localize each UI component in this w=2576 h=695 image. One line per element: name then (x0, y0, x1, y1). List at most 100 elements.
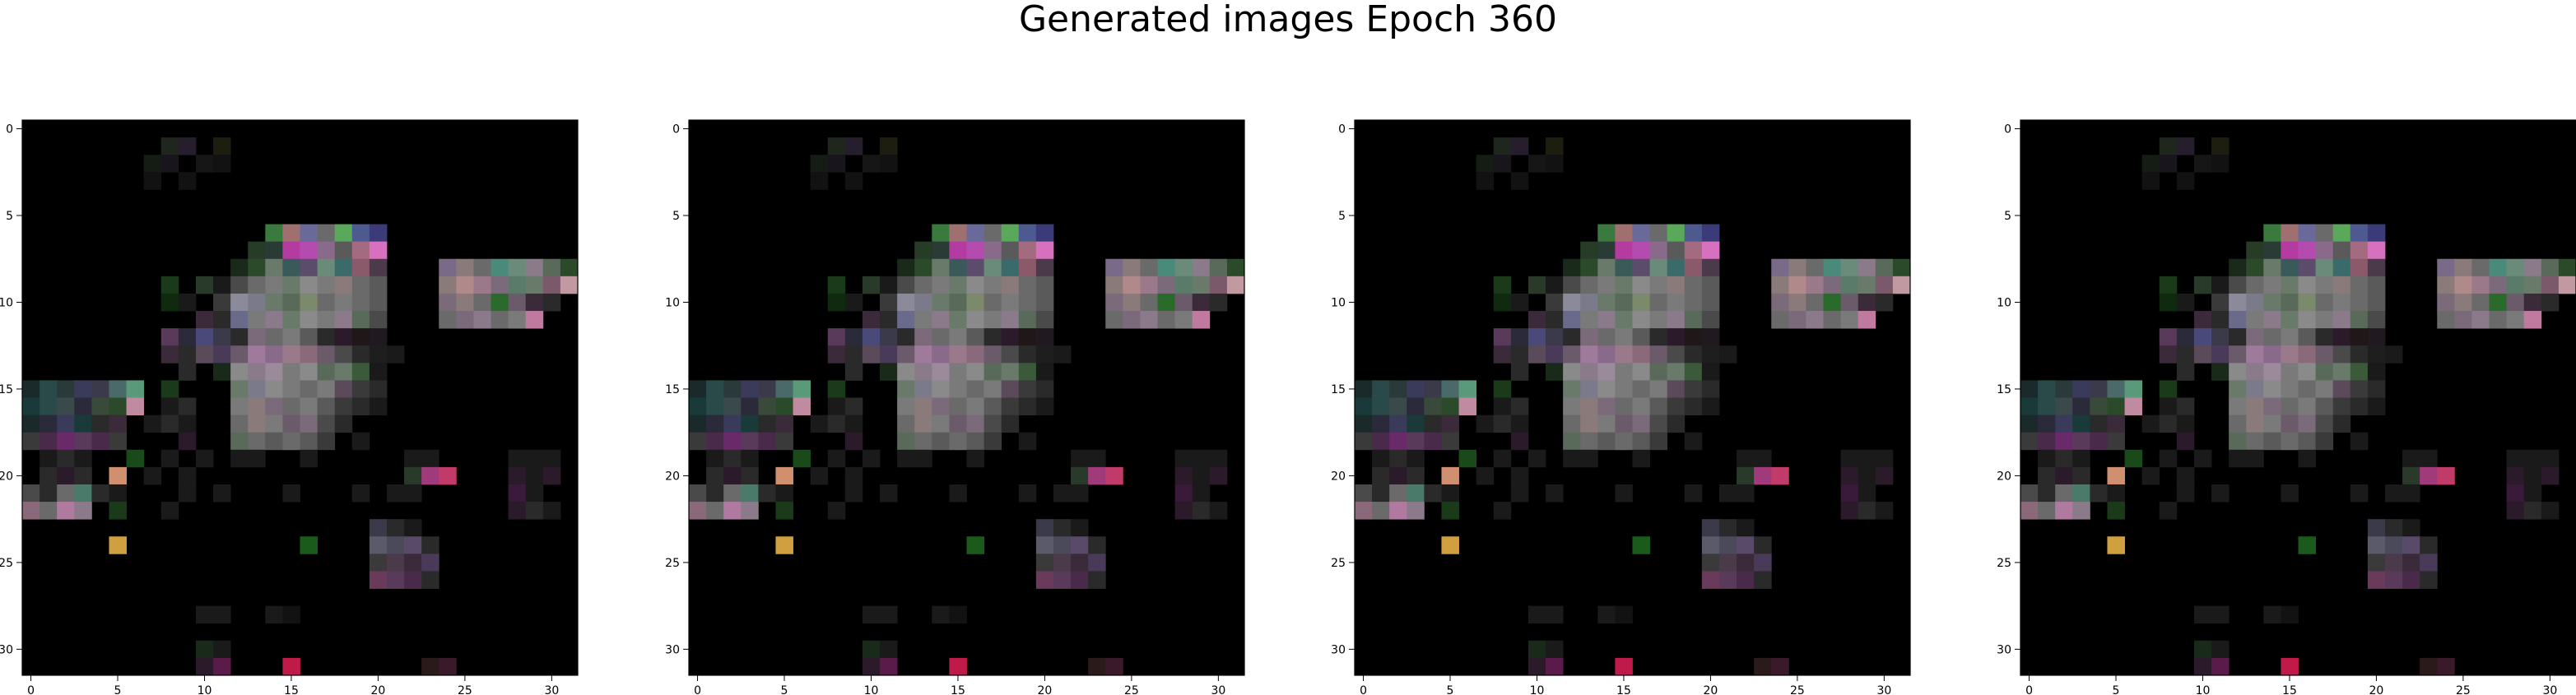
x-tick-label: 0 (1360, 684, 1367, 695)
x-tick-label: 30 (1211, 684, 1225, 695)
image-pixel (844, 415, 863, 433)
image-pixel (1771, 657, 1789, 676)
image-pixel (369, 276, 388, 294)
image-pixel (689, 502, 707, 520)
image-pixel (300, 415, 318, 433)
image-pixel (2211, 605, 2230, 624)
image-pixel (1546, 328, 1564, 346)
image-pixel (317, 345, 336, 364)
image-pixel (2506, 276, 2525, 294)
image-pixel (1510, 172, 1529, 190)
axes-frame (2020, 119, 2576, 676)
image-pixel (2229, 449, 2247, 468)
x-tick-label: 30 (1876, 684, 1891, 695)
image-pixel (897, 345, 915, 364)
image-pixel (213, 484, 231, 503)
image-pixel (1001, 241, 1020, 260)
image-pixel (2176, 293, 2195, 312)
image-pixel (2211, 328, 2230, 346)
y-tick-label: 15 (1331, 383, 1346, 396)
image-pixel (334, 258, 353, 277)
image-pixel (880, 276, 898, 294)
image-pixel (1684, 258, 1703, 277)
image-pixel (40, 466, 58, 485)
image-pixel (1441, 484, 1459, 503)
image-pixel (2211, 657, 2230, 676)
image-pixel (421, 657, 439, 676)
image-pixel (248, 258, 266, 277)
image-pixel (195, 328, 214, 346)
image-pixel (741, 397, 759, 415)
x-tick-label: 30 (544, 684, 559, 695)
image-pixel (2437, 276, 2455, 294)
image-pixel (282, 258, 300, 277)
image-pixel (300, 311, 318, 329)
y-tick-label: 10 (0, 296, 13, 309)
image-pixel (542, 293, 561, 312)
image-pixel (1493, 397, 1512, 415)
image-pixel (932, 311, 950, 329)
image-pixel (1632, 432, 1650, 451)
image-pixel (932, 293, 950, 312)
image-pixel (1701, 293, 1720, 312)
image-pixel (126, 397, 145, 415)
image-pixel (1615, 258, 1633, 277)
image-pixel (1389, 449, 1407, 468)
image-pixel (1615, 293, 1633, 312)
x-tick-label: 0 (27, 684, 35, 695)
image-pixel (1493, 328, 1512, 346)
image-pixel (1493, 502, 1512, 520)
image-pixel (2263, 432, 2281, 451)
image-pixel (1649, 432, 1668, 451)
image-pixel (2246, 397, 2264, 415)
image-pixel (844, 345, 863, 364)
image-pixel (2523, 466, 2542, 485)
axes-frame (1354, 119, 1911, 676)
image-pixel (2159, 397, 2178, 415)
image-pixel (758, 432, 776, 451)
image-pixel (1649, 276, 1668, 294)
image-pixel (317, 241, 336, 260)
image-pixel (1667, 345, 1686, 364)
image-pixel (248, 241, 266, 260)
image-pixel (317, 397, 336, 415)
image-pixel (1001, 363, 1020, 381)
image-pixel (491, 311, 509, 329)
image-pixel (1157, 293, 1176, 312)
image-pixel (2281, 415, 2299, 433)
image-pixel (1563, 345, 1581, 364)
image-pixel (932, 605, 950, 624)
image-pixel (143, 172, 162, 190)
image-pixel (300, 397, 318, 415)
image-pixel (2315, 415, 2334, 433)
image-pixel (1546, 155, 1564, 173)
image-pixel (1875, 293, 1894, 312)
image-pixel (178, 293, 197, 312)
x-tick-label: 0 (694, 684, 701, 695)
image-pixel (2367, 536, 2386, 554)
image-pixel (2350, 380, 2369, 398)
image-pixel (983, 258, 1002, 277)
image-pixel (1632, 241, 1650, 260)
image-pixel (404, 519, 422, 537)
image-pixel (2281, 241, 2299, 260)
image-pixel (300, 449, 318, 468)
image-pixel (160, 345, 179, 364)
image-pixel (213, 657, 231, 676)
image-pixel (1018, 397, 1037, 415)
x-tick-label: 20 (2369, 684, 2384, 695)
image-pixel (508, 466, 527, 485)
image-pixel (404, 536, 422, 554)
image-pixel (2298, 449, 2316, 468)
image-pixel (1858, 484, 1876, 503)
image-pixel (949, 484, 967, 503)
image-pixel (2229, 276, 2247, 294)
image-pixel (230, 397, 249, 415)
image-pixel (1053, 536, 1072, 554)
image-pixel (1123, 258, 1141, 277)
image-pixel (1088, 554, 1106, 572)
image-pixel (983, 397, 1002, 415)
image-pixel (966, 345, 984, 364)
image-pixel (1615, 328, 1633, 346)
